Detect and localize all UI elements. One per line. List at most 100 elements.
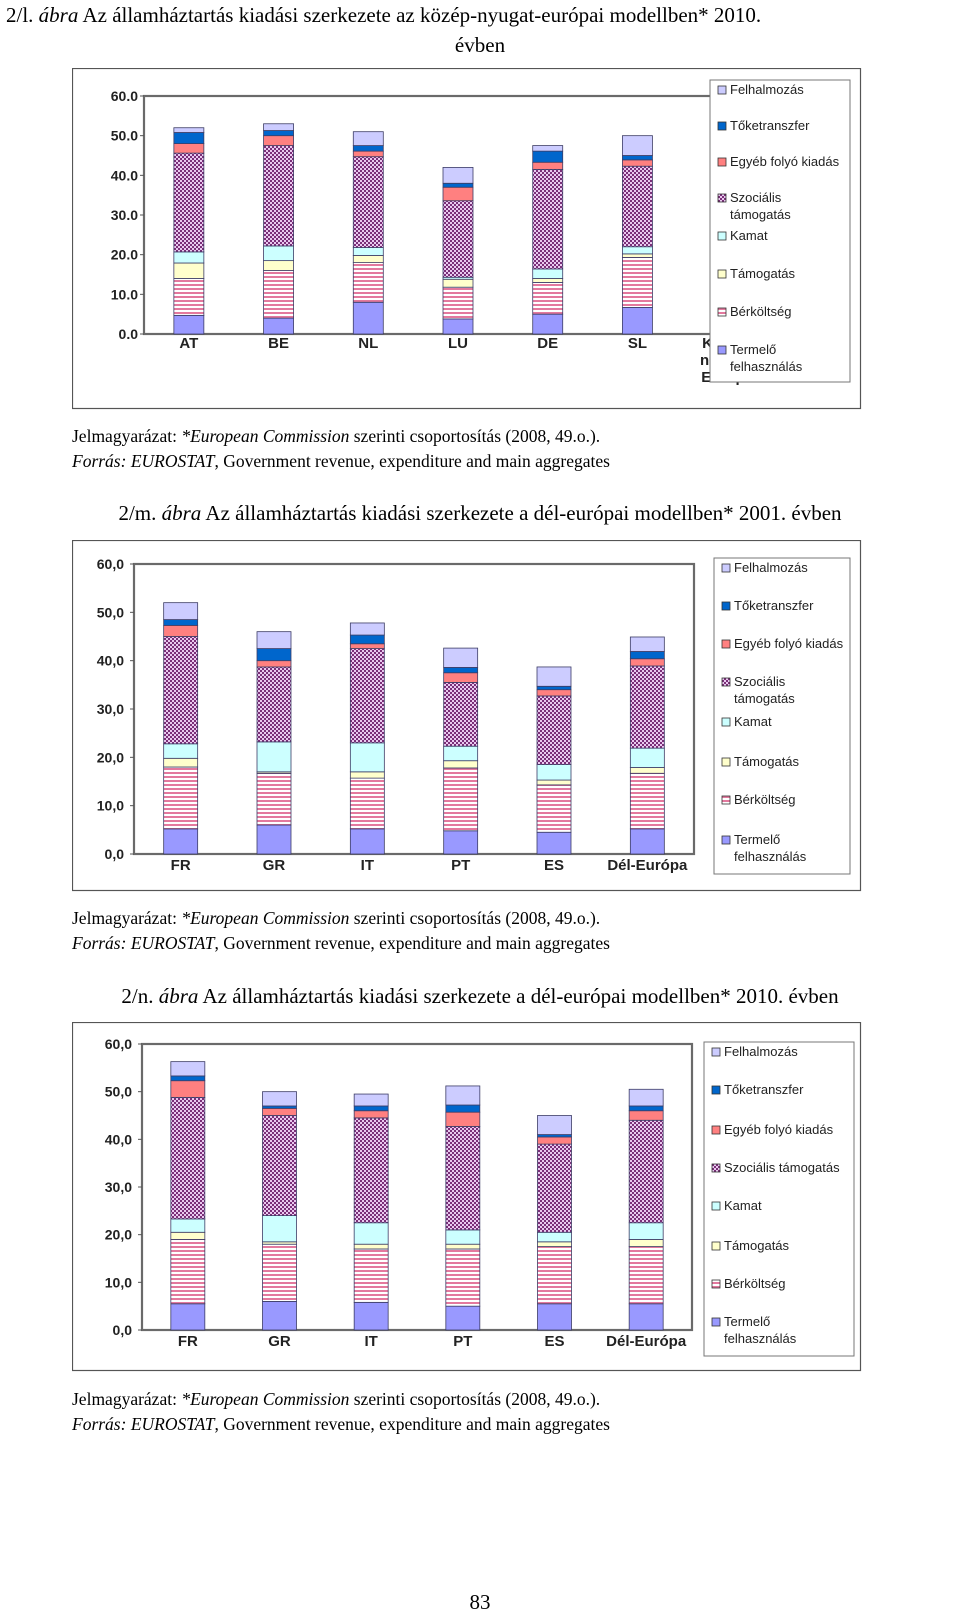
bar-segment-toketranszfer bbox=[263, 130, 294, 137]
note-label: Jelmagyarázat: bbox=[72, 1389, 177, 1409]
bar-segment-berkoltseg bbox=[262, 1243, 297, 1302]
bar-segment-tamogatas bbox=[352, 255, 384, 264]
x-category-label: ES bbox=[544, 857, 564, 874]
bar-segment-berkoltseg bbox=[163, 766, 199, 830]
legend-swatch-berkoltseg bbox=[721, 795, 731, 805]
y-tick-label: 50,0 bbox=[105, 1084, 132, 1100]
legend-label: Támogatás bbox=[734, 754, 800, 769]
source-label: Forrás: bbox=[72, 451, 127, 471]
legend-swatch-tamogatas bbox=[711, 1241, 721, 1251]
x-category-label: BE bbox=[268, 335, 289, 352]
y-tick-label: 40.0 bbox=[111, 167, 138, 183]
figure-2-title: 2/m. ábra Az államháztartás kiadási szer… bbox=[0, 498, 960, 528]
legend-label: Egyéb folyó kiadás bbox=[734, 636, 844, 651]
plot-area bbox=[140, 1042, 694, 1332]
bar-segment-berkoltseg bbox=[353, 1248, 389, 1303]
figure-2-source: Forrás: EUROSTAT, Government revenue, ex… bbox=[72, 931, 610, 956]
note-source: *European Commission bbox=[181, 1389, 350, 1409]
bar-segment-kamat bbox=[170, 1218, 206, 1233]
legend-swatch-kamat bbox=[717, 231, 727, 241]
figure-1-number: 2/l. bbox=[6, 3, 34, 27]
bar-segment-felhalmozas bbox=[629, 636, 665, 652]
y-tick-label: 30,0 bbox=[97, 701, 124, 717]
bar-segment-egyeb-folyo-kiadas bbox=[532, 161, 564, 170]
bar-segment-tamogatas bbox=[445, 1243, 481, 1250]
bar-segment-felhalmozas bbox=[443, 647, 479, 668]
bar-segment-kamat bbox=[536, 764, 572, 781]
bar-segment-berkoltseg bbox=[445, 1248, 481, 1307]
legend-swatch-tamogatas bbox=[721, 757, 731, 767]
chart-1: 0.0 10.0 20.0 30.0 40.0 50.0 60.0 AT BE NL LU DE SL K… bbox=[72, 68, 862, 410]
bar-segment-felhalmozas bbox=[349, 622, 385, 636]
legend-swatch-termelo-felhasznalas bbox=[721, 835, 731, 845]
figure-3-source: Forrás: EUROSTAT, Government revenue, ex… bbox=[72, 1412, 610, 1437]
y-tick-label: 20,0 bbox=[105, 1227, 132, 1243]
bar-segment-tamogatas bbox=[442, 278, 474, 288]
legend-label: Kamat bbox=[730, 228, 768, 243]
chart-3: 0,0 10,0 20,0 30,0 40,0 50,0 60,0 FR GR IT PT ES Dél… bbox=[72, 1022, 862, 1372]
bar-segment-egyeb-folyo-kiadas bbox=[629, 658, 665, 667]
bar-segment-termelo-felhasznalas bbox=[622, 307, 653, 335]
bar-segment-felhalmozas bbox=[532, 145, 564, 152]
bar-segment-egyeb-folyo-kiadas bbox=[628, 1110, 664, 1121]
legend-label: támogatás bbox=[730, 207, 791, 222]
source-rest: , Government revenue, expenditure and ma… bbox=[214, 1414, 610, 1434]
bar-segment-kamat bbox=[629, 747, 665, 768]
figure-1-legend-note: Jelmagyarázat: *European Commission szer… bbox=[72, 424, 600, 449]
bar-segment-termelo-felhasznalas bbox=[170, 1303, 206, 1331]
legend-label: Támogatás bbox=[730, 266, 796, 281]
bar-segment-termelo-felhasznalas bbox=[352, 301, 384, 335]
bar-segment-termelo-felhasznalas bbox=[445, 1305, 481, 1331]
legend-label: Felhalmozás bbox=[724, 1044, 798, 1059]
bar-segment-kamat bbox=[628, 1222, 664, 1240]
bar-segment-szocialis-tamogatas bbox=[256, 666, 292, 743]
bar-segment-berkoltseg bbox=[173, 278, 205, 316]
legend-swatch-felhalmozas bbox=[717, 85, 727, 95]
y-tick-label: 0.0 bbox=[119, 326, 139, 342]
y-tick-label: 10.0 bbox=[111, 286, 138, 302]
legend-label: Tőketranszfer bbox=[730, 118, 810, 133]
bar-segment-toketranszfer bbox=[628, 1105, 664, 1112]
bar-segment-toketranszfer bbox=[352, 145, 384, 152]
y-tick-label: 50,0 bbox=[97, 604, 124, 620]
y-tick-label: 0,0 bbox=[105, 846, 125, 862]
legend-box bbox=[703, 1041, 855, 1357]
bar-segment-szocialis-tamogatas bbox=[536, 695, 572, 765]
legend-label: felhasználás bbox=[734, 849, 807, 864]
x-category-label: PT bbox=[451, 857, 470, 874]
x-category-label: ES bbox=[544, 1333, 564, 1350]
legend-label: Bérköltség bbox=[730, 304, 791, 319]
figure-3-number: 2/n. bbox=[121, 984, 154, 1008]
bar-segment-berkoltseg bbox=[628, 1246, 664, 1305]
bar-segment-kamat bbox=[353, 1222, 389, 1245]
figure-1-word: ábra bbox=[38, 3, 79, 27]
figure-3-text: Az államháztartás kiadási szerkezete a d… bbox=[202, 984, 839, 1008]
bar-segment-tamogatas bbox=[163, 757, 199, 768]
y-tick-label: 20,0 bbox=[97, 749, 124, 765]
y-tick-label: 40,0 bbox=[97, 653, 124, 669]
legend-label: Kamat bbox=[734, 714, 772, 729]
bar-segment-szocialis-tamogatas bbox=[443, 682, 479, 747]
legend-label: Termelő bbox=[734, 832, 780, 847]
bar-segment-kamat bbox=[443, 745, 479, 762]
bar-segment-egyeb-folyo-kiadas bbox=[622, 159, 653, 167]
bar-segment-szocialis-tamogatas bbox=[263, 145, 294, 247]
bar-segment-toketranszfer bbox=[443, 667, 479, 674]
legend-label: Szociális támogatás bbox=[724, 1160, 840, 1175]
bar-segment-szocialis-tamogatas bbox=[349, 648, 385, 744]
bar-segment-toketranszfer bbox=[536, 685, 572, 691]
note-rest: szerinti csoportosítás (2008, 49.o.). bbox=[353, 426, 601, 446]
figure-1-title: 2/l. ábra Az államháztartás kiadási szer… bbox=[0, 0, 960, 60]
bar-segment-felhalmozas bbox=[628, 1088, 664, 1107]
legend-swatch-felhalmozas bbox=[721, 563, 731, 573]
y-tick-label: 60,0 bbox=[97, 556, 124, 572]
bar-segment-kamat bbox=[256, 741, 292, 773]
legend-swatch-egyeb-folyo-kiadas bbox=[721, 639, 731, 649]
bar-segment-kamat bbox=[445, 1229, 481, 1245]
legend-swatch-toketranszfer bbox=[711, 1085, 721, 1095]
figure-2-word: ábra bbox=[161, 501, 202, 525]
bar-segment-kamat bbox=[537, 1231, 572, 1243]
legend-label: Tőketranszfer bbox=[724, 1082, 804, 1097]
bar-segment-kamat bbox=[163, 743, 199, 759]
legend-swatch-kamat bbox=[721, 717, 731, 727]
